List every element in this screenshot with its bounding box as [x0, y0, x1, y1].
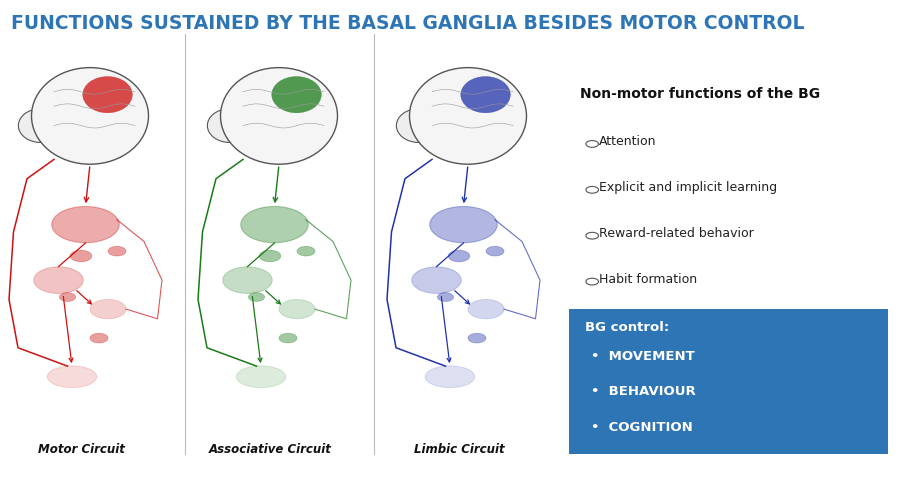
Ellipse shape — [279, 299, 315, 319]
Ellipse shape — [18, 109, 63, 142]
Text: Non-motor functions of the BG: Non-motor functions of the BG — [580, 87, 821, 101]
Text: Reward-related behavior: Reward-related behavior — [599, 227, 754, 240]
Circle shape — [468, 333, 486, 343]
Circle shape — [486, 246, 504, 256]
Circle shape — [90, 333, 108, 343]
Ellipse shape — [461, 76, 510, 113]
Circle shape — [259, 250, 281, 262]
Circle shape — [297, 246, 315, 256]
Ellipse shape — [207, 109, 252, 142]
Text: Limbic Circuit: Limbic Circuit — [414, 443, 504, 456]
Text: •  MOVEMENT: • MOVEMENT — [591, 350, 695, 363]
Text: FUNCTIONS SUSTAINED BY THE BASAL GANGLIA BESIDES MOTOR CONTROL: FUNCTIONS SUSTAINED BY THE BASAL GANGLIA… — [11, 14, 805, 33]
Text: Motor Circuit: Motor Circuit — [38, 443, 124, 456]
Ellipse shape — [396, 109, 441, 142]
FancyBboxPatch shape — [569, 309, 888, 454]
Ellipse shape — [468, 299, 504, 319]
Ellipse shape — [430, 206, 497, 242]
Circle shape — [437, 293, 454, 301]
Ellipse shape — [220, 68, 338, 164]
Circle shape — [448, 250, 470, 262]
Ellipse shape — [236, 366, 286, 387]
Text: Attention: Attention — [599, 135, 657, 148]
Circle shape — [248, 293, 265, 301]
Ellipse shape — [52, 206, 119, 242]
Ellipse shape — [272, 76, 321, 113]
Text: Habit formation: Habit formation — [599, 273, 698, 286]
Circle shape — [108, 246, 126, 256]
Text: BG control:: BG control: — [585, 321, 670, 334]
Circle shape — [70, 250, 92, 262]
Ellipse shape — [32, 68, 148, 164]
Ellipse shape — [83, 76, 132, 113]
Ellipse shape — [410, 68, 526, 164]
Text: •  COGNITION: • COGNITION — [591, 421, 693, 434]
Text: Associative Circuit: Associative Circuit — [209, 443, 331, 456]
Circle shape — [59, 293, 76, 301]
Ellipse shape — [425, 366, 475, 387]
Text: Explicit and implicit learning: Explicit and implicit learning — [599, 181, 778, 194]
Ellipse shape — [47, 366, 97, 387]
Ellipse shape — [412, 267, 461, 293]
Ellipse shape — [34, 267, 83, 293]
Circle shape — [279, 333, 297, 343]
Ellipse shape — [90, 299, 126, 319]
Text: •  BEHAVIOUR: • BEHAVIOUR — [591, 385, 696, 398]
Ellipse shape — [241, 206, 308, 242]
Ellipse shape — [223, 267, 272, 293]
Text: Time estimation: Time estimation — [599, 319, 700, 332]
